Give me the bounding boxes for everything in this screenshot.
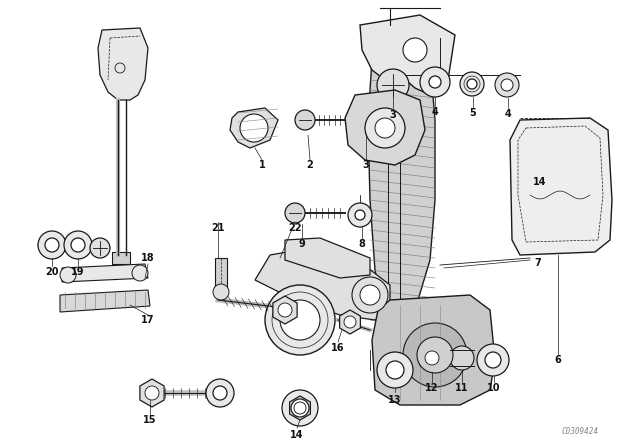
Circle shape — [285, 203, 305, 223]
Circle shape — [45, 238, 59, 252]
Circle shape — [145, 386, 159, 400]
Circle shape — [360, 285, 380, 305]
Circle shape — [64, 231, 92, 259]
Circle shape — [294, 402, 306, 414]
Circle shape — [213, 386, 227, 400]
Polygon shape — [140, 379, 164, 407]
Circle shape — [348, 203, 372, 227]
Polygon shape — [60, 290, 150, 312]
Circle shape — [282, 390, 318, 426]
Text: 13: 13 — [388, 395, 402, 405]
Circle shape — [240, 114, 268, 142]
Circle shape — [425, 351, 439, 365]
Circle shape — [206, 379, 234, 407]
Circle shape — [291, 399, 309, 417]
Text: 20: 20 — [45, 267, 59, 277]
Text: 1: 1 — [259, 160, 266, 170]
Circle shape — [495, 73, 519, 97]
Text: 11: 11 — [455, 383, 468, 393]
Text: 17: 17 — [141, 315, 155, 325]
Circle shape — [386, 361, 404, 379]
Circle shape — [403, 323, 467, 387]
Circle shape — [467, 79, 477, 89]
Polygon shape — [285, 238, 370, 278]
Circle shape — [213, 284, 229, 300]
Text: 14: 14 — [291, 430, 304, 440]
Polygon shape — [360, 15, 455, 95]
Text: 5: 5 — [470, 108, 476, 118]
Circle shape — [403, 38, 427, 62]
Circle shape — [359, 116, 371, 128]
Text: 3: 3 — [390, 110, 396, 120]
Circle shape — [377, 352, 413, 388]
Circle shape — [295, 110, 315, 130]
Circle shape — [377, 69, 409, 101]
Circle shape — [417, 337, 453, 373]
Text: 12: 12 — [425, 383, 439, 393]
Circle shape — [375, 118, 395, 138]
Text: 22: 22 — [288, 223, 301, 233]
Text: 2: 2 — [307, 160, 314, 170]
Circle shape — [71, 238, 85, 252]
Circle shape — [429, 76, 441, 88]
Circle shape — [355, 210, 365, 220]
Circle shape — [280, 300, 320, 340]
Circle shape — [450, 346, 474, 370]
Circle shape — [485, 352, 501, 368]
Polygon shape — [98, 28, 148, 100]
Circle shape — [477, 344, 509, 376]
Polygon shape — [345, 90, 425, 165]
Text: 19: 19 — [71, 267, 84, 277]
Text: 10: 10 — [487, 383, 500, 393]
Text: 16: 16 — [332, 343, 345, 353]
Text: 21: 21 — [211, 223, 225, 233]
Polygon shape — [368, 38, 435, 330]
Polygon shape — [340, 310, 360, 334]
Polygon shape — [255, 248, 390, 320]
Bar — [215, 258, 227, 288]
Text: 4: 4 — [504, 109, 511, 119]
Circle shape — [501, 79, 513, 91]
Polygon shape — [230, 108, 278, 148]
Text: 7: 7 — [534, 258, 541, 268]
Circle shape — [460, 72, 484, 96]
Text: 4: 4 — [431, 107, 438, 117]
Circle shape — [90, 238, 110, 258]
Text: 6: 6 — [555, 355, 561, 365]
Text: 18: 18 — [141, 253, 155, 263]
Polygon shape — [62, 264, 148, 282]
Circle shape — [60, 267, 76, 283]
Text: 14: 14 — [533, 177, 547, 187]
Text: 3: 3 — [363, 160, 369, 170]
Circle shape — [352, 277, 388, 313]
Bar — [112, 252, 130, 264]
Circle shape — [353, 110, 377, 134]
Text: 15: 15 — [143, 415, 157, 425]
Polygon shape — [420, 344, 444, 372]
Text: 8: 8 — [358, 239, 365, 249]
Circle shape — [278, 303, 292, 317]
Circle shape — [265, 285, 335, 355]
Text: 9: 9 — [299, 239, 305, 249]
Circle shape — [344, 316, 356, 328]
Polygon shape — [372, 295, 495, 405]
Polygon shape — [510, 118, 612, 255]
Polygon shape — [273, 296, 297, 324]
Text: C0309424: C0309424 — [561, 427, 598, 436]
Polygon shape — [290, 396, 310, 420]
Circle shape — [132, 265, 148, 281]
Circle shape — [38, 231, 66, 259]
Circle shape — [365, 108, 405, 148]
Circle shape — [420, 67, 450, 97]
